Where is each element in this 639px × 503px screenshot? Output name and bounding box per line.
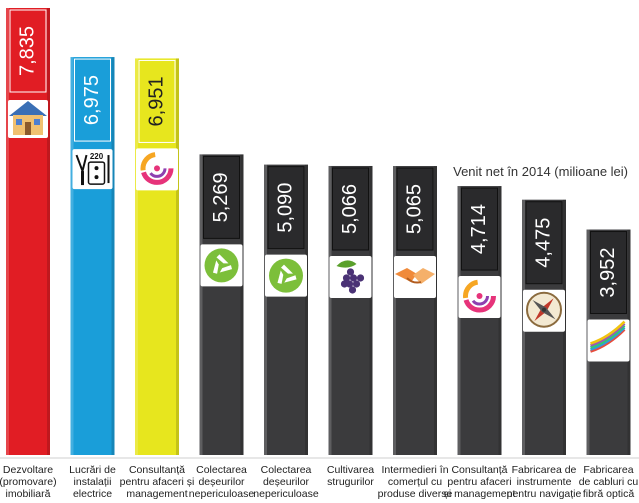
fiber-cable-icon [587,319,630,362]
category-label: pentru afaceri și [120,476,195,488]
category-label: Fabricarea de [512,464,577,476]
category-label: electrice [73,488,112,500]
category-label: Dezvoltare [3,464,53,476]
bar-shade [434,166,437,455]
value-label: 7,835 [16,26,38,76]
category-label: Intermedieri în [381,464,448,476]
value-label: 5,090 [274,183,296,233]
category-label: Consultanță [129,464,185,476]
category-label: pentru navigație [507,488,582,500]
house-icon [8,100,48,138]
category-label: Colectarea [261,464,312,476]
category-label: instrumente [517,476,572,488]
category-label: strugurilor [327,476,374,488]
compass-icon [523,289,565,332]
handshake-icon [394,256,436,299]
bar-highlight [393,166,396,455]
consulting-chart-icon [136,148,178,191]
value-label: 4,475 [532,218,554,268]
category-label: și management [444,488,516,500]
value-label-box [590,231,627,315]
bar-highlight [6,8,9,455]
category-label: Colectarea [196,464,247,476]
bar-shade [240,154,244,455]
value-label-box [396,167,434,251]
value-label: 5,065 [403,184,425,234]
bar-highlight [328,165,332,455]
category-label: nepericuloase [189,488,255,500]
bar-highlight [457,186,461,455]
bar-highlight [70,57,74,455]
consulting-chart-icon [458,276,501,319]
value-label: 3,952 [597,248,619,298]
value-label-box [74,58,111,142]
value-label-box [267,166,305,250]
category-label: imobiliară [6,488,51,500]
bar-shade [176,58,179,456]
electrical-tools-icon: 220 [72,149,113,190]
value-label: 4,714 [468,204,490,254]
bar-shade [47,8,50,455]
value-label: 6,951 [145,76,167,126]
value-label-box [332,167,369,251]
category-label: de cabluri cu [579,476,639,488]
category-label: management [126,488,187,500]
value-label-box [138,59,176,143]
value-label-box [203,155,240,239]
bar-shade [369,165,373,455]
bar-shade [111,57,115,455]
bar-highlight [199,154,203,455]
svg-text:220: 220 [90,152,104,161]
category-label: Cultivarea [327,464,374,476]
value-label: 5,269 [210,172,232,222]
category-label: fibră optică [583,488,635,500]
category-label: deșeurilor [263,476,310,488]
value-label: 6,975 [81,75,103,125]
category-label: Lucrări de [69,464,116,476]
bar-highlight [135,58,138,456]
category-label: nepericuloase [253,488,319,500]
bar-shade [498,186,502,455]
category-label: instalații [74,476,112,488]
category-label: deșeurilor [198,476,245,488]
bar-highlight [264,164,267,456]
category-label: comerțul cu [388,476,442,488]
recycle-icon [265,254,307,297]
category-label: Consultanță [451,464,507,476]
grapes-icon [329,255,372,298]
value-label-box [461,187,498,271]
category-label: pentru afaceri [447,476,511,488]
value-label: 5,066 [339,184,361,234]
chart-title: Venit net în 2014 (milioane lei) [453,164,628,179]
category-label: (promovare) [0,476,57,488]
bar-shade [305,164,308,456]
category-label: produse diverse [378,488,453,500]
value-label-box [9,9,47,93]
value-label-box [525,201,563,285]
recycle-icon [200,244,243,287]
category-label: Fabricarea [583,464,633,476]
